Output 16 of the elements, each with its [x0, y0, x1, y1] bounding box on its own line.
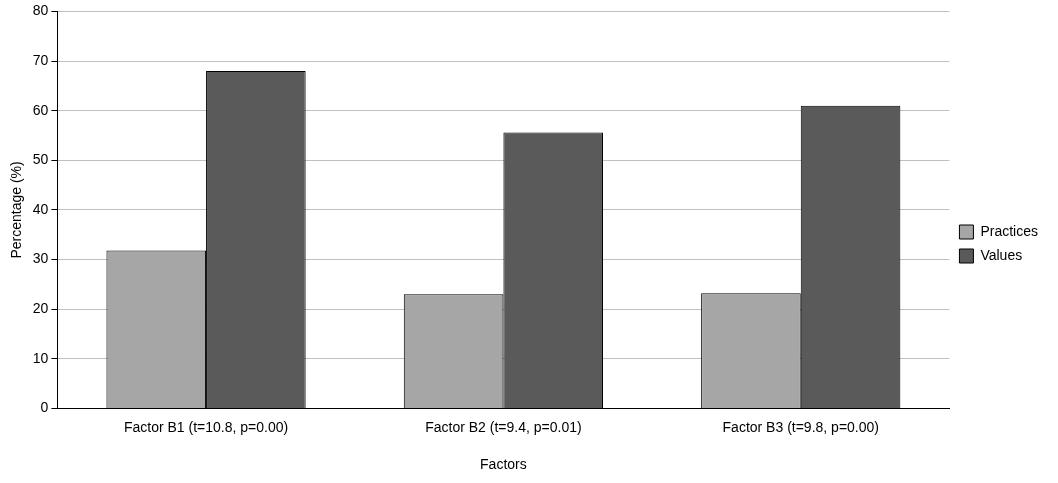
y-tick-label: 40 [32, 200, 49, 217]
y-tick-label: 80 [32, 2, 49, 19]
y-tick-label: 10 [32, 349, 49, 366]
y-tick-label: 50 [32, 151, 49, 168]
y-tick-label: 70 [32, 51, 49, 68]
x-tick-label: Factor B3 (t=9.8, p=0.00) [722, 418, 879, 435]
y-axis-title: Percentage (%) [8, 161, 25, 259]
y-tick-label: 0 [40, 399, 49, 416]
y-tick-label: 20 [32, 300, 49, 317]
y-tick-label: 60 [32, 101, 49, 118]
x-axis-title: Factors [480, 456, 527, 473]
x-tick-label: Factor B2 (t=9.4, p=0.01) [425, 418, 582, 435]
legend-label: Practices [980, 222, 1039, 239]
x-tick-label: Factor B1 (t=10.8, p=0.00) [123, 418, 289, 435]
legend-label: Values [980, 246, 1023, 263]
y-tick-label: 30 [32, 250, 49, 267]
